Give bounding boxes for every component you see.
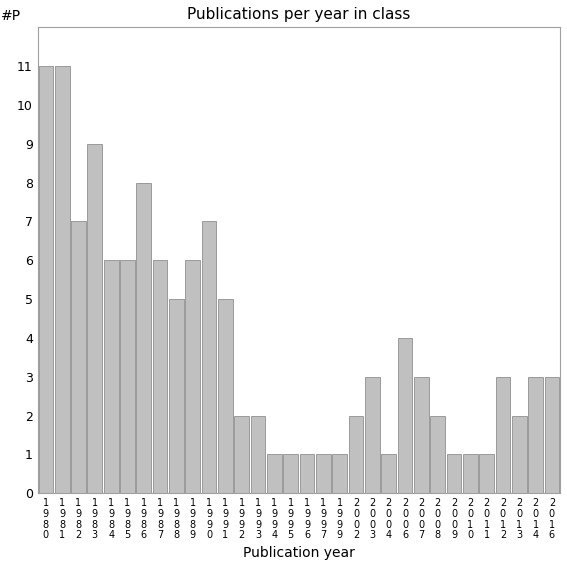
Bar [137, 183, 151, 493]
Bar [71, 222, 86, 493]
X-axis label: Publication year: Publication year [243, 546, 355, 560]
Bar [463, 454, 477, 493]
Bar [234, 416, 249, 493]
Bar [430, 416, 445, 493]
Bar [479, 454, 494, 493]
Bar [87, 144, 102, 493]
Bar [153, 260, 167, 493]
Bar [185, 260, 200, 493]
Bar [332, 454, 347, 493]
Bar [169, 299, 184, 493]
Bar [382, 454, 396, 493]
Bar [496, 376, 510, 493]
Bar [218, 299, 233, 493]
Bar [512, 416, 527, 493]
Bar [544, 376, 559, 493]
Bar [39, 66, 53, 493]
Bar [349, 416, 363, 493]
Title: Publications per year in class: Publications per year in class [187, 7, 411, 22]
Bar [447, 454, 462, 493]
Bar [267, 454, 282, 493]
Bar [104, 260, 119, 493]
Bar [414, 376, 429, 493]
Bar [397, 338, 412, 493]
Bar [120, 260, 135, 493]
Bar [300, 454, 314, 493]
Bar [284, 454, 298, 493]
Bar [365, 376, 380, 493]
Bar [55, 66, 70, 493]
Bar [528, 376, 543, 493]
Text: #P: #P [1, 9, 22, 23]
Bar [202, 222, 217, 493]
Bar [251, 416, 265, 493]
Bar [316, 454, 331, 493]
